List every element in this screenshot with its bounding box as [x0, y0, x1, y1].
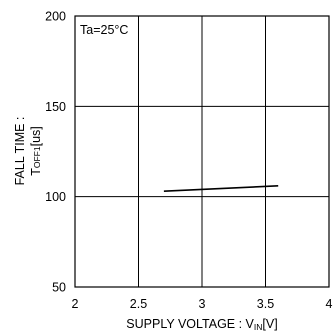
x-tick-label: 2.5 — [130, 297, 147, 311]
y-axis-title-line1: FALL TIME : — [13, 117, 27, 186]
y-tick-label: 100 — [45, 190, 66, 204]
x-tick-labels: 2 2.5 3 3.5 4 — [72, 297, 333, 311]
series-group — [163, 185, 279, 192]
series-line-0 — [163, 185, 279, 192]
x-tick-label: 4 — [326, 297, 333, 311]
x-tick-label: 2 — [72, 297, 79, 311]
x-tick-label: 3.5 — [257, 297, 274, 311]
x-tick-label: 3 — [199, 297, 206, 311]
y-axis-title-line2: TOFF1[us] — [29, 126, 43, 176]
grid — [75, 16, 329, 287]
plot-frame — [74, 15, 330, 288]
y-tick-label: 200 — [45, 10, 66, 24]
y-tick-label: 150 — [45, 100, 66, 114]
annotation-ta: Ta=25°C — [80, 23, 128, 37]
y-tick-labels: 50 100 150 200 — [45, 10, 66, 295]
x-axis-title: SUPPLY VOLTAGE : VIN[V] — [126, 317, 277, 332]
y-tick-label: 50 — [52, 281, 66, 295]
